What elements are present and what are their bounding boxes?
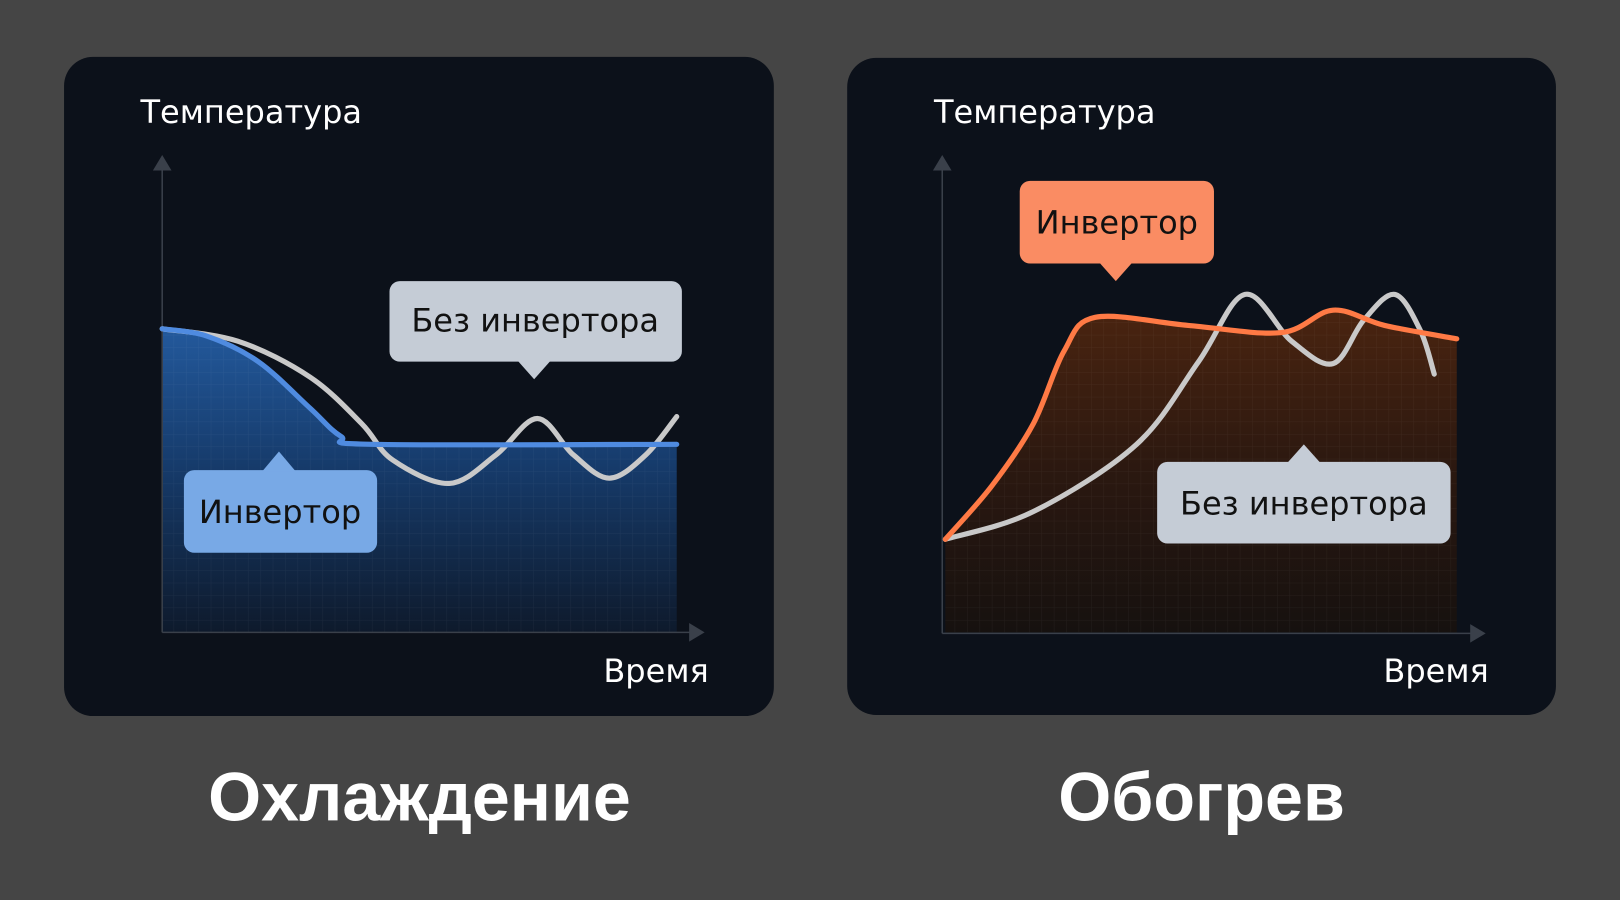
y-axis-arrow-icon bbox=[152, 155, 172, 171]
inverter-label: Инвертор bbox=[1019, 180, 1214, 282]
y-axis-label: Температура bbox=[933, 93, 1156, 131]
x-axis-label: Время bbox=[603, 652, 708, 690]
label-text: Инвертор bbox=[199, 493, 361, 531]
no-inverter-line bbox=[942, 291, 1437, 542]
x-axis-arrow-icon bbox=[689, 623, 705, 642]
label-text: Без инвертора bbox=[411, 302, 659, 340]
heating-card: Температура Время Инвертор Без инвертора bbox=[847, 57, 1556, 716]
inverter-line bbox=[942, 307, 1460, 542]
cooling-card: Температура Время Без инвертора Инвертор bbox=[64, 56, 774, 717]
pointer-icon bbox=[262, 451, 296, 472]
label-text: Инвертор bbox=[1036, 204, 1198, 242]
inverter-label: Инвертор bbox=[183, 451, 378, 553]
label-text: Без инвертора bbox=[1180, 485, 1428, 523]
inverter-line bbox=[159, 326, 680, 448]
pointer-icon bbox=[1099, 262, 1133, 282]
y-axis-arrow-icon bbox=[932, 155, 952, 171]
no-inverter-label: Без инвертора bbox=[389, 281, 682, 380]
heating-title: Обогрев bbox=[1058, 759, 1345, 835]
pointer-icon bbox=[517, 360, 551, 380]
cooling-title: Охлаждение bbox=[208, 759, 631, 835]
no-inverter-label: Без инвертора bbox=[1157, 444, 1451, 544]
x-axis-arrow-icon bbox=[1470, 624, 1486, 643]
area-grid bbox=[162, 328, 677, 633]
pointer-icon bbox=[1287, 444, 1321, 463]
no-inverter-line bbox=[159, 326, 680, 487]
y-axis-label: Температура bbox=[140, 93, 363, 131]
x-axis-label: Время bbox=[1383, 652, 1488, 690]
